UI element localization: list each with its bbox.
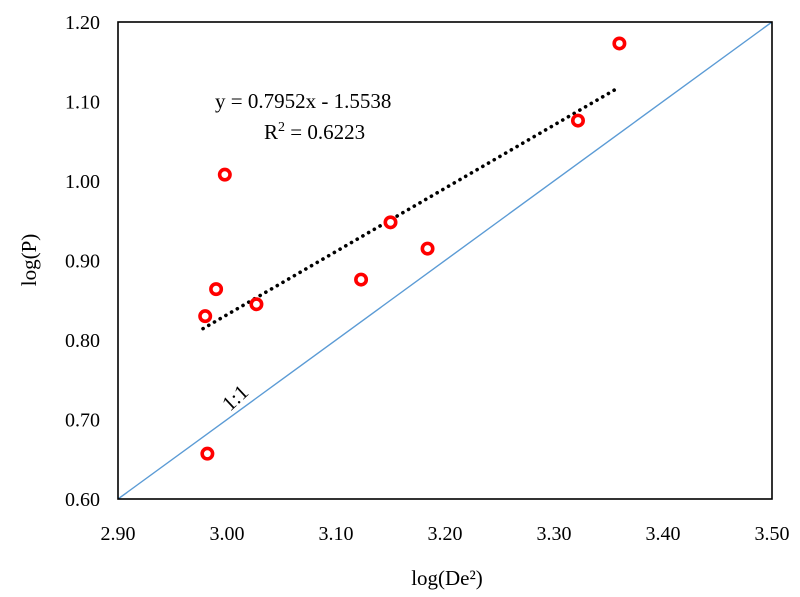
data-point-8 <box>420 241 435 256</box>
r-squared-sup: 2 <box>278 120 285 135</box>
x-tick-label: 2.90 <box>101 523 136 545</box>
trendline-group <box>201 87 617 331</box>
y-tick-label: 1.00 <box>65 171 100 193</box>
data-point-9 <box>570 113 585 128</box>
reference-line-group <box>117 21 773 500</box>
data-point-1 <box>198 309 213 324</box>
x-tick-label: 3.00 <box>210 523 245 545</box>
x-tick-label: 3.10 <box>319 523 354 545</box>
y-tick-label: 1.20 <box>65 12 100 34</box>
x-tick-label: 3.30 <box>537 523 572 545</box>
y-tick-label: 0.70 <box>65 410 100 432</box>
y-axis-title-text: log(P) <box>17 234 41 287</box>
r-squared-label: R2 = 0.6223 <box>264 120 365 144</box>
points-group <box>198 36 627 461</box>
y-tick-label: 0.60 <box>65 489 100 511</box>
y-axis-title: log(P) <box>17 234 41 287</box>
y-tick-label: 0.80 <box>65 330 100 352</box>
plot-frame <box>117 21 773 500</box>
data-point-5 <box>249 297 264 312</box>
r-squared-suffix: = 0.6223 <box>285 120 365 144</box>
data-point-10 <box>612 36 627 51</box>
data-point-4 <box>217 167 232 182</box>
x-axis-title-text: log(De²) <box>411 566 483 590</box>
x-tick-label: 3.20 <box>428 523 463 545</box>
reference-line-label-text: 1:1 <box>217 380 253 416</box>
x-tick-label: 3.40 <box>646 523 681 545</box>
x-tick-label: 3.50 <box>755 523 790 545</box>
data-point-7 <box>383 215 398 230</box>
trendline <box>201 87 617 331</box>
data-point-6 <box>354 272 369 287</box>
y-tick-labels: 0.60 0.70 0.80 0.90 1.00 1.10 1.20 <box>65 12 100 511</box>
trendline-equation: y = 0.7952x - 1.5538 <box>215 89 391 113</box>
reference-line-label: 1:1 <box>217 380 253 416</box>
data-point-3 <box>209 282 224 297</box>
r-squared-prefix: R <box>264 120 278 144</box>
reference-line-1-1 <box>117 21 773 500</box>
x-tick-labels: 2.90 3.00 3.10 3.20 3.30 3.40 3.50 <box>101 523 790 545</box>
y-tick-label: 1.10 <box>65 92 100 114</box>
y-tick-label: 0.90 <box>65 251 100 273</box>
trendline-equation-text: y = 0.7952x - 1.5538 <box>215 89 391 113</box>
x-axis-title: log(De²) <box>411 566 483 590</box>
data-point-2 <box>200 446 215 461</box>
